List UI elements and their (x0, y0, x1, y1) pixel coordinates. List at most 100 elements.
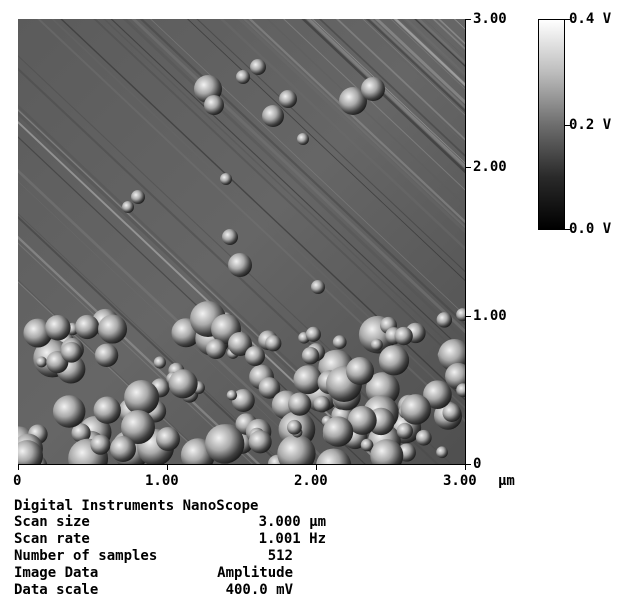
colorbar-tick-mark (565, 125, 570, 126)
surface-grain (156, 427, 180, 451)
surface-grain (94, 343, 119, 368)
surface-grain (228, 253, 252, 277)
surface-grain (122, 201, 134, 213)
surface-grain (332, 335, 347, 350)
info-value-image-data: Amplitude (217, 565, 293, 581)
surface-grain (124, 379, 160, 416)
surface-grain (131, 190, 145, 204)
surface-streak (93, 19, 465, 370)
surface-grain (347, 405, 377, 435)
surface-grain (250, 59, 266, 75)
colorbar-tick-label: 0.0 V (569, 221, 612, 237)
surface-grain (394, 326, 413, 346)
surface-streak (60, 19, 465, 401)
surface-grain (228, 332, 252, 356)
surface-grain (313, 395, 331, 413)
y-tick-mark (465, 167, 471, 168)
x-tick-mark (465, 464, 466, 470)
colorbar-tick-mark (565, 229, 570, 230)
surface-grain (415, 429, 432, 446)
y-tick-label: 1.00 (473, 308, 507, 324)
info-label-data-scale: Data scale (14, 582, 99, 598)
surface-grain (400, 394, 432, 425)
surface-streak (283, 19, 465, 191)
surface-streak (266, 19, 465, 207)
y-tick-mark (465, 19, 471, 20)
surface-grain (110, 436, 136, 462)
surface-streak (374, 19, 465, 105)
surface-grain (322, 416, 354, 447)
x-tick-mark (167, 464, 168, 470)
surface-grain (90, 434, 111, 455)
info-label-image-data: Image Data (14, 565, 99, 581)
surface-grain (396, 422, 413, 440)
surface-streak (187, 19, 465, 281)
surface-streak (393, 19, 465, 87)
surface-streak (18, 180, 319, 464)
surface-streak (103, 19, 465, 360)
info-label-scan-rate: Scan rate (14, 531, 90, 547)
surface-streak (18, 235, 261, 464)
surface-grain (245, 346, 265, 366)
surface-grain (445, 362, 465, 390)
surface-streak (332, 19, 465, 145)
colorbar-tick-label: 0.4 V (569, 11, 612, 27)
surface-grain (423, 380, 452, 409)
surface-grain (378, 345, 410, 376)
surface-grain (97, 314, 128, 344)
info-value-number-of-samples: 512 (267, 548, 293, 564)
surface-grain (153, 356, 166, 369)
surface-grain (220, 173, 232, 185)
colorbar-tick-mark (565, 19, 570, 20)
surface-grain (305, 326, 321, 342)
info-value-scan-rate: 1.001 Hz (258, 531, 326, 547)
color-scale-bar (538, 19, 565, 230)
surface-grain (93, 396, 121, 424)
y-tick-label: 0 (473, 456, 482, 472)
surface-grain (456, 308, 465, 322)
surface-streak (18, 215, 283, 464)
surface-grain (339, 87, 367, 115)
surface-streak (318, 19, 465, 157)
y-axis-line (465, 19, 466, 465)
surface-streak (219, 19, 465, 251)
surface-grain (236, 70, 250, 84)
surface-grain (222, 229, 238, 245)
surface-streak (248, 19, 465, 224)
y-tick-label: 2.00 (473, 159, 507, 175)
surface-grain (316, 448, 352, 464)
info-label-number-of-samples: Number of samples (14, 548, 158, 564)
surface-streak (242, 19, 465, 229)
surface-grain (265, 335, 282, 352)
surface-grain (442, 403, 462, 422)
surface-grain (361, 77, 385, 101)
surface-streak (237, 19, 465, 234)
x-tick-label: 3.00 (443, 473, 477, 489)
surface-grain (52, 395, 86, 428)
surface-grain (456, 383, 465, 398)
x-axis-line (18, 464, 466, 465)
surface-grain (287, 419, 302, 435)
surface-grain (370, 439, 404, 464)
info-value-scan-size: 3.000 µm (258, 514, 326, 530)
surface-grain (262, 105, 284, 127)
surface-streak (18, 108, 395, 464)
surface-streak (18, 213, 285, 464)
surface-streak (242, 19, 465, 229)
surface-grain (23, 318, 53, 348)
surface-grain (75, 314, 100, 340)
surface-streak (196, 19, 465, 273)
surface-streak (110, 19, 465, 354)
surface-grain (436, 312, 453, 328)
surface-grain (288, 392, 312, 416)
surface-grain (231, 389, 255, 413)
surface-streak (18, 242, 254, 464)
info-label-scan-size: Scan size (14, 514, 90, 530)
surface-grain (204, 424, 245, 464)
x-tick-label: 1.00 (145, 473, 179, 489)
surface-grain (45, 315, 71, 341)
surface-grain (71, 423, 91, 443)
surface-streak (362, 19, 465, 116)
surface-grain (311, 280, 325, 294)
y-tick-mark (465, 316, 471, 317)
